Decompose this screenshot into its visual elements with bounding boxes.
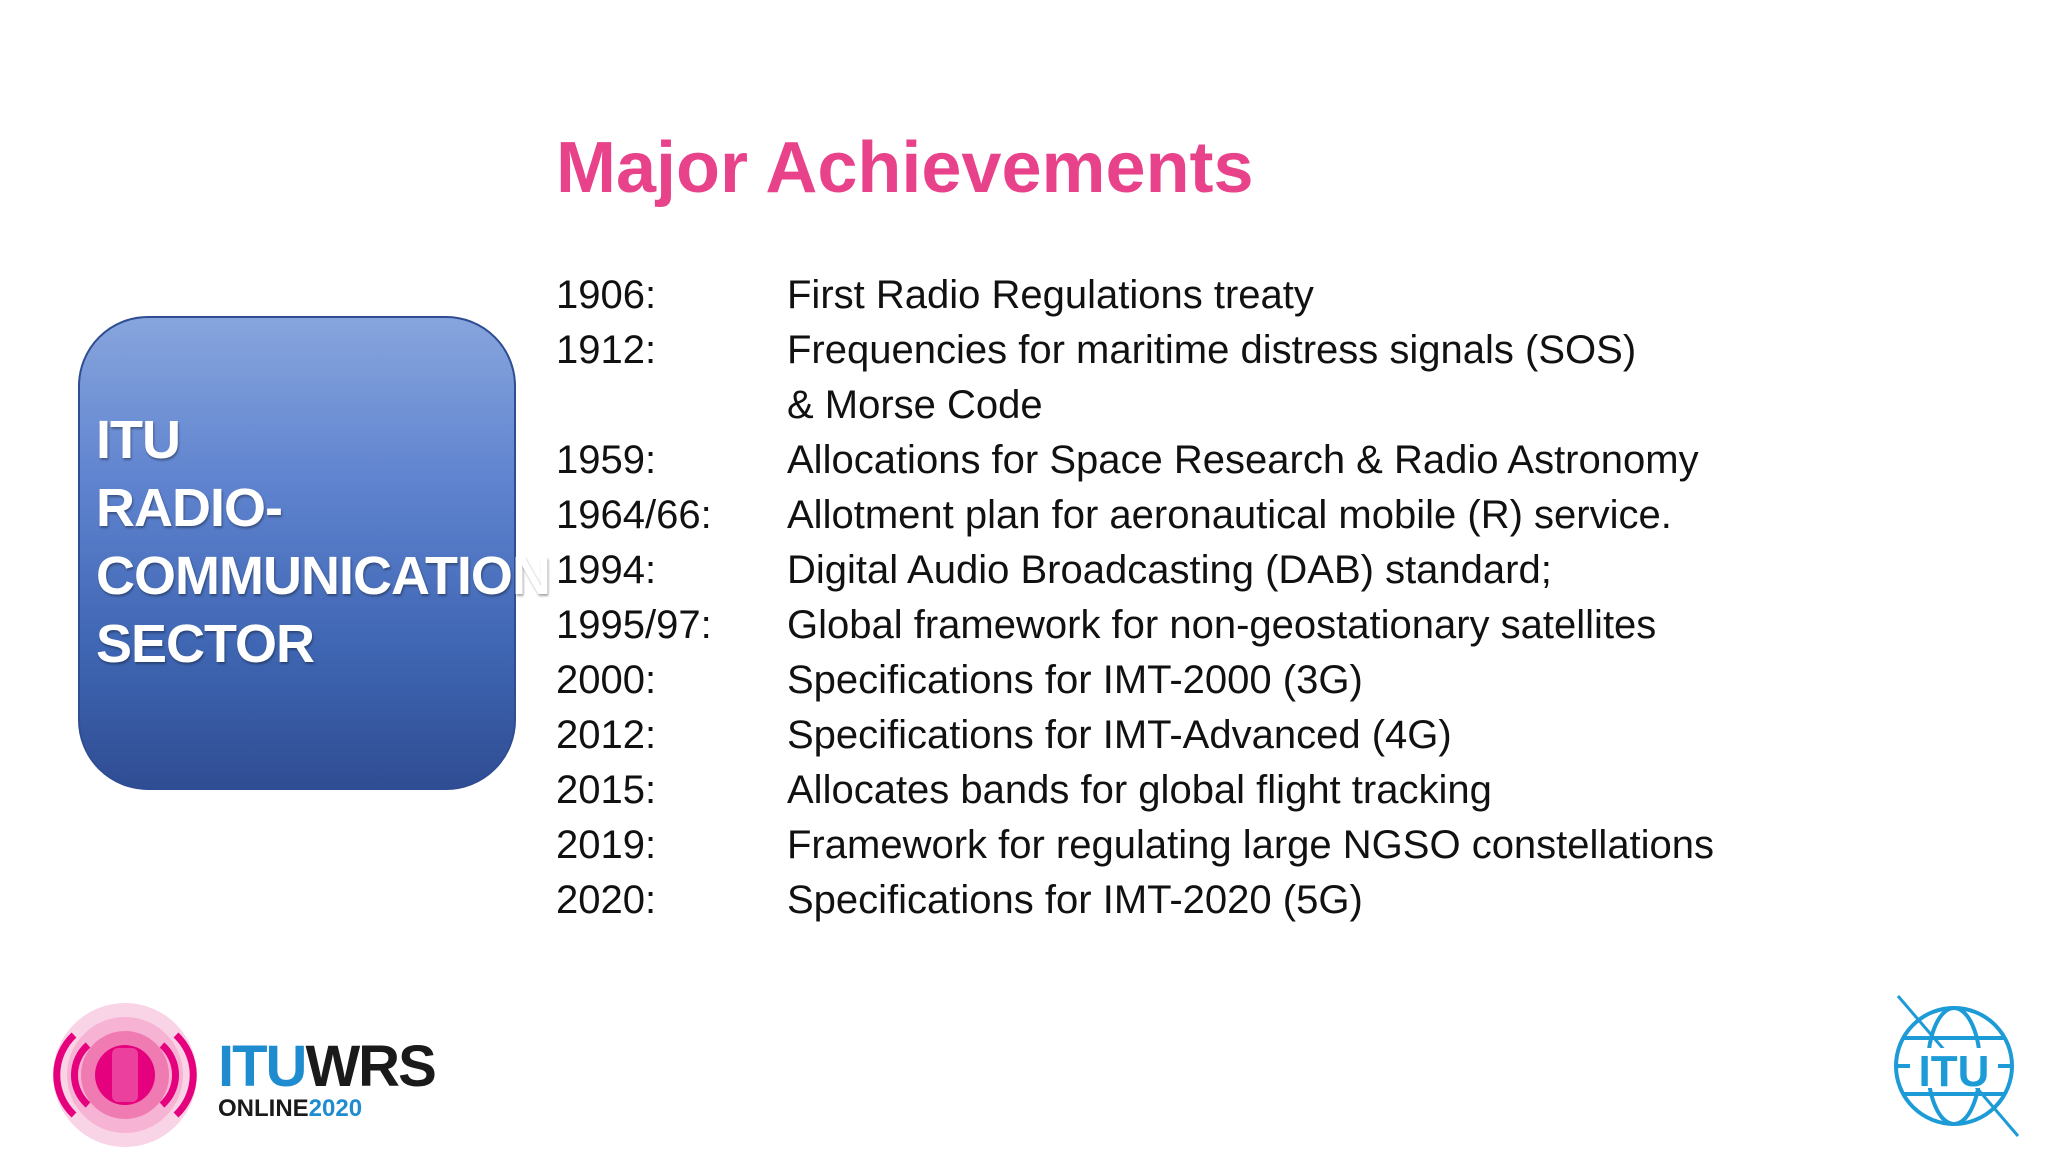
achievement-year: 1995/97: (556, 603, 712, 647)
achievement-row: 2000: Specifications for IMT-2000 (3G) (556, 653, 1996, 708)
itu-globe-logo: ITU (1894, 995, 2020, 1137)
slide-title: Major Achievements (556, 128, 1254, 208)
achievement-text: Digital Audio Broadcasting (DAB) standar… (787, 548, 1552, 592)
achievement-text: First Radio Regulations treaty (787, 273, 1314, 317)
achievement-year: 1964/66: (556, 493, 712, 537)
achievement-row: 1994: Digital Audio Broadcasting (DAB) st… (556, 543, 1996, 598)
wrs-logo-online: ONLINE (218, 1095, 309, 1122)
wrs-logo-wrs: WRS (305, 1034, 435, 1099)
achievement-text: Allocates bands for global flight tracki… (787, 768, 1492, 812)
achievement-row: 2012: Specifications for IMT-Advanced (4G… (556, 708, 1996, 763)
achievement-year: 1994: (556, 548, 657, 592)
wrs-logo-itu: ITU (218, 1034, 305, 1099)
achievement-row: 1995/97: Global framework for non-geostat… (556, 598, 1996, 653)
achievement-year: 2000: (556, 658, 657, 702)
achievement-text: Specifications for IMT-2020 (5G) (787, 878, 1363, 922)
achievement-text: Specifications for IMT-Advanced (4G) (787, 713, 1452, 757)
achievement-year: 2015: (556, 768, 657, 812)
achievement-year: 1912: (556, 328, 657, 372)
achievements-list: 1906: First Radio Regulations treaty 1912… (556, 268, 1996, 928)
achievement-row: 1912: Frequencies for maritime distress s… (556, 323, 1996, 378)
achievement-row: 1959: Allocations for Space Research & Ra… (556, 433, 1996, 488)
achievement-text: Specifications for IMT-2000 (3G) (787, 658, 1363, 702)
achievement-year: 1959: (556, 438, 657, 482)
achievement-row: 1906: First Radio Regulations treaty (556, 268, 1996, 323)
achievement-year: 2019: (556, 823, 657, 867)
achievement-text: Global framework for non-geostationary s… (787, 603, 1657, 647)
achievement-text: Allotment plan for aeronautical mobile (… (787, 493, 1672, 537)
itu-logo-text: ITU (1919, 1047, 1990, 1096)
achievement-text: Framework for regulating large NGSO cons… (787, 823, 1715, 867)
achievement-text: Frequencies for maritime distress signal… (787, 328, 1637, 372)
achievement-year: 1906: (556, 273, 657, 317)
achievement-year: 2012: (556, 713, 657, 757)
sector-label: ITU RADIO- COMMUNICATION SECTOR (96, 410, 551, 674)
achievement-row: 2019: Framework for regulating large NGSO… (556, 818, 1996, 873)
svg-text:ITUWRS: ITUWRS (218, 1034, 435, 1099)
achievement-row: & Morse Code (556, 378, 1996, 433)
itu-wrs-online-2020-logo: ITUWRS ONLINE2020 (53, 1003, 437, 1147)
itu-radiocommunication-sector-box: ITU RADIO- COMMUNICATION SECTOR (78, 316, 551, 790)
achievement-text: & Morse Code (787, 383, 1043, 427)
achievement-year: 2020: (556, 878, 657, 922)
radio-waves-icon (53, 1003, 197, 1147)
svg-text:ONLINE2020: ONLINE2020 (218, 1095, 362, 1122)
achievement-row: 1964/66: Allotment plan for aeronautical … (556, 488, 1996, 543)
achievement-text: Allocations for Space Research & Radio A… (787, 438, 1699, 482)
achievement-year (556, 378, 787, 433)
achievement-row: 2020: Specifications for IMT-2020 (5G) (556, 873, 1996, 928)
wrs-logo-year: 2020 (309, 1095, 362, 1122)
achievement-row: 2015: Allocates bands for global flight t… (556, 763, 1996, 818)
